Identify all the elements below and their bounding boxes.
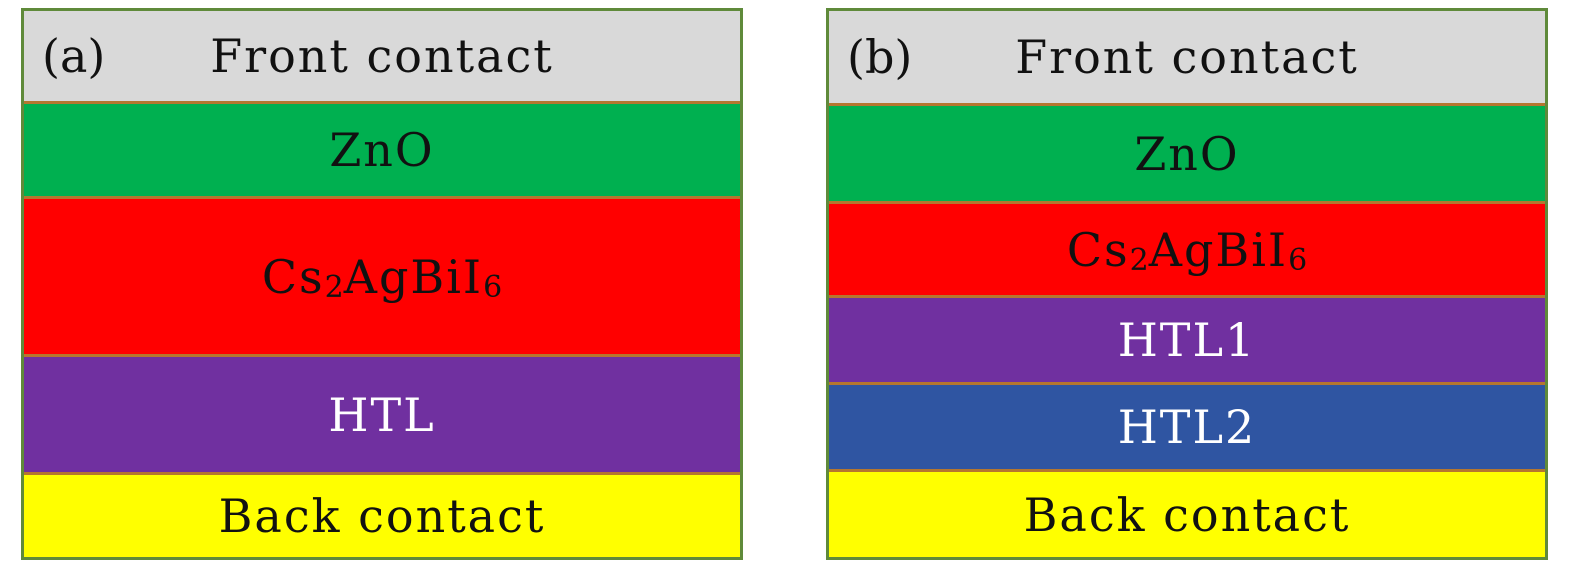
device-stack-b: (b) Front contact ZnO Cs2AgBiI6 HTL1 HTL…	[826, 8, 1548, 560]
front-contact-label-b: Front contact	[1015, 30, 1359, 84]
back-contact-label-a: Back contact	[218, 489, 546, 543]
back-contact-layer-b: Back contact	[829, 469, 1545, 557]
htl2-label-b: HTL2	[1117, 400, 1257, 454]
back-contact-layer-a: Back contact	[24, 472, 740, 557]
back-contact-label-b: Back contact	[1023, 487, 1351, 542]
absorber-label-a: Cs2AgBiI6	[261, 249, 503, 305]
zno-layer-a: ZnO	[24, 101, 740, 196]
htl1-label-b: HTL1	[1117, 313, 1257, 367]
device-stack-a: (a) Front contact ZnO Cs2AgBiI6 HTL Back…	[21, 8, 743, 560]
front-contact-layer-a: (a) Front contact	[24, 11, 740, 101]
htl-layer-a: HTL	[24, 354, 740, 472]
absorber-layer-b: Cs2AgBiI6	[829, 201, 1545, 295]
zno-layer-b: ZnO	[829, 103, 1545, 201]
zno-label-a: ZnO	[329, 123, 435, 177]
front-contact-layer-b: (b) Front contact	[829, 11, 1545, 103]
htl-label-a: HTL	[328, 387, 436, 442]
panel-label-a: (a)	[42, 29, 106, 83]
absorber-layer-a: Cs2AgBiI6	[24, 196, 740, 354]
panel-label-b: (b)	[847, 30, 913, 84]
front-contact-label-a: Front contact	[210, 29, 554, 83]
zno-label-b: ZnO	[1134, 126, 1240, 181]
htl2-layer-b: HTL2	[829, 382, 1545, 469]
absorber-label-b: Cs2AgBiI6	[1066, 222, 1308, 278]
htl1-layer-b: HTL1	[829, 295, 1545, 382]
